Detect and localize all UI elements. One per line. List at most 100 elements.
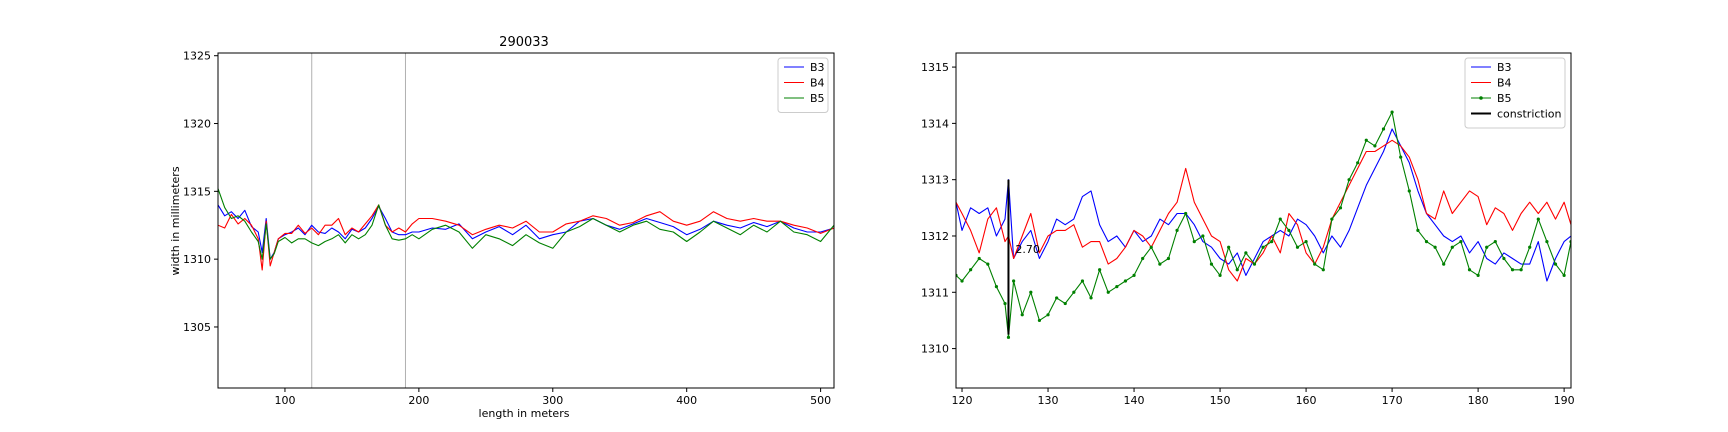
legend-label: B3: [810, 61, 825, 74]
data-point-b5: [1502, 256, 1506, 261]
series-line-b4: [218, 204, 834, 271]
data-point-b5: [1433, 245, 1437, 249]
y-tick-label: 1310: [183, 253, 211, 266]
data-point-b5: [1209, 262, 1214, 266]
data-point-b5: [1046, 313, 1050, 317]
data-point-b5: [1270, 240, 1274, 244]
x-tick-label: 140: [1124, 394, 1145, 407]
legend-label: B3: [1497, 61, 1512, 74]
data-point-b5: [1407, 189, 1411, 193]
data-point-b5: [1416, 228, 1420, 232]
data-point-b5: [1364, 138, 1368, 142]
legend: B3 B4 B5: [777, 57, 829, 113]
data-point-b5: [969, 268, 973, 272]
data-point-b5: [960, 279, 964, 283]
data-point-b5: [1510, 268, 1515, 272]
data-point-b5: [1485, 245, 1489, 249]
data-point-b5: [1123, 279, 1128, 283]
legend-marker: [1479, 96, 1483, 100]
x-axis-label: length in meters: [479, 407, 570, 420]
y-tick-label: 1313: [921, 174, 949, 187]
data-point-b5: [1201, 234, 1205, 238]
data-point-b5: [1330, 217, 1334, 221]
x-tick-label: 150: [1210, 394, 1231, 407]
legend-label: B4: [810, 77, 825, 90]
y-tick-label: 1315: [921, 61, 949, 74]
chart-panel-right: 2.70 120 130 140 150 160 170 180 190 1310 1311 1312…: [921, 52, 1575, 407]
x-tick-label: 200: [408, 394, 429, 407]
data-point-b5: [1106, 290, 1110, 294]
series-line-b3: [218, 204, 834, 260]
x-tick-label: 190: [1554, 394, 1575, 407]
data-point-b5: [1442, 262, 1446, 266]
data-point-b5: [1175, 228, 1179, 232]
data-point-b5: [1020, 313, 1024, 317]
data-point-b5: [1037, 318, 1042, 323]
y-tick-label: 1325: [183, 50, 211, 63]
constriction-annotation: 2.70: [1015, 243, 1039, 256]
data-point-b5: [986, 262, 990, 266]
data-point-b5: [1166, 256, 1171, 261]
data-point-b5: [1261, 245, 1265, 249]
data-point-b5: [1287, 228, 1291, 232]
legend-label: B5: [810, 92, 825, 105]
data-point-b5: [1218, 273, 1222, 277]
legend-label: B4: [1497, 77, 1512, 90]
data-point-b5: [1321, 268, 1325, 272]
data-point-b5: [1476, 273, 1480, 277]
series-line-b3: [956, 128, 1571, 282]
data-point-b5: [1459, 240, 1463, 244]
axes-frame: [217, 52, 835, 389]
data-point-b5: [977, 256, 981, 261]
x-tick-label: 300: [542, 394, 563, 407]
data-point-b5: [1278, 217, 1282, 221]
y-tick-label: 1312: [921, 230, 949, 243]
data-point-b5: [1132, 273, 1136, 277]
data-point-b5: [1158, 262, 1162, 266]
data-point-b5: [1115, 285, 1119, 289]
data-point-b5: [1519, 268, 1523, 272]
y-tick-label: 1305: [183, 321, 211, 334]
data-point-b5: [1562, 273, 1566, 277]
x-tick-label: 170: [1382, 394, 1403, 407]
data-point-b5: [1295, 245, 1300, 249]
axes-frame: [955, 52, 1572, 389]
data-point-b5: [1184, 211, 1188, 216]
data-point-b5: [1399, 155, 1403, 159]
data-point-b5: [1450, 245, 1454, 249]
data-point-b5: [1536, 217, 1540, 221]
data-point-b5: [1252, 262, 1257, 266]
data-point-b5: [1227, 245, 1231, 249]
data-point-b5: [1390, 110, 1394, 114]
x-tick-label: 500: [810, 394, 831, 407]
data-point-b5: [1089, 296, 1093, 300]
data-point-b5: [1424, 240, 1429, 244]
data-point-b5: [1304, 240, 1308, 244]
series-line-b5: [956, 111, 1571, 338]
data-point-b5: [1381, 127, 1386, 131]
data-point-b5: [1080, 279, 1085, 283]
data-point-b5: [1347, 178, 1351, 182]
legend-box: [777, 57, 829, 113]
x-tick-label: 120: [952, 394, 973, 407]
data-point-b5: [1192, 240, 1196, 244]
x-tick-label: 100: [274, 394, 295, 407]
chart-title: 290033: [499, 35, 549, 50]
y-tick-label: 1320: [183, 118, 211, 131]
legend: B3 B4 B5 constriction: [1464, 57, 1566, 129]
y-tick-label: 1315: [183, 185, 211, 198]
data-point-b5: [1003, 301, 1007, 306]
y-tick-label: 1311: [921, 286, 949, 299]
data-point-b5: [1356, 161, 1360, 165]
data-point-b5: [1063, 301, 1067, 306]
series-line-b5: [218, 188, 834, 260]
y-axis-label: width in millimeters: [169, 166, 182, 275]
x-tick-label: 160: [1296, 394, 1317, 407]
legend-box: [1464, 57, 1566, 129]
data-point-b5: [1553, 262, 1558, 266]
data-point-b5: [1467, 268, 1472, 272]
data-point-b5: [1338, 206, 1343, 210]
data-point-b5: [1055, 296, 1059, 300]
data-point-b5: [1149, 245, 1153, 249]
plot-area: 2.70: [956, 110, 1571, 339]
